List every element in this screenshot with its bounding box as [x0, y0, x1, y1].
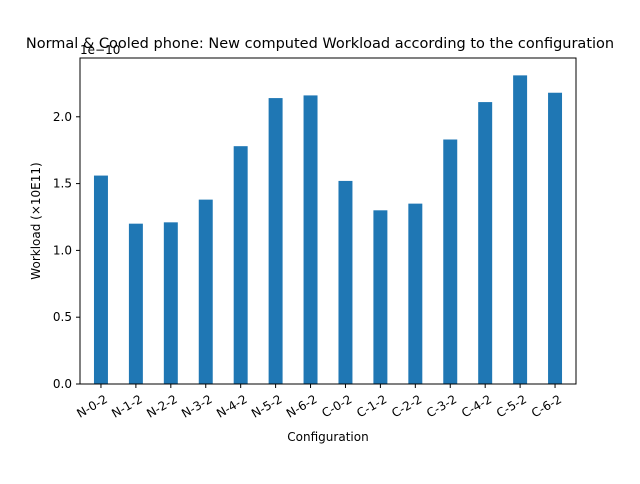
y-ticks-group: 0.0 0.5 1.0 1.5 2.0: [53, 110, 80, 391]
axes-frame: [79, 57, 577, 385]
bar-C-1-2: [373, 210, 388, 384]
y-tick-label: 0.5: [53, 310, 72, 324]
x-tick-label: C-4-2: [459, 392, 494, 420]
bar-N-2-2: [163, 222, 178, 384]
x-ticks-group: N-0-2 N-1-2 N-2-2 N-3-2 N-4-2 N-5-2 N-6-2 C-0-2…: [74, 384, 564, 421]
x-axis-label: Configuration: [287, 430, 368, 444]
x-tick-label: N-2-2: [144, 392, 179, 421]
x-tick-label: C-3-2: [424, 392, 459, 420]
x-tick-label: N-0-2: [74, 392, 109, 421]
bar-C-0-2: [338, 180, 353, 384]
x-tick-label: N-5-2: [249, 392, 284, 421]
x-tick-label: N-1-2: [109, 392, 144, 421]
y-tick-label: 1.5: [53, 177, 72, 191]
bar-N-6-2: [303, 95, 318, 384]
bar-C-4-2: [478, 102, 493, 385]
x-tick-label: C-1-2: [354, 392, 389, 420]
x-tick-label: N-4-2: [214, 392, 249, 421]
bars-group: [93, 75, 563, 385]
bar-C-3-2: [443, 139, 458, 384]
bar-N-5-2: [268, 98, 283, 384]
bar-N-3-2: [198, 199, 213, 384]
y-tick-label: 0.0: [53, 377, 72, 391]
bar-C-2-2: [408, 203, 423, 384]
y-tick-label: 1.0: [53, 243, 72, 257]
y-axis-label: Workload (×10E11): [29, 162, 43, 279]
x-tick-label: N-3-2: [179, 392, 214, 421]
bar-N-1-2: [128, 223, 143, 384]
x-tick-label: C-6-2: [529, 392, 564, 420]
x-tick-label: N-6-2: [284, 392, 319, 421]
y-tick-label: 2.0: [53, 110, 72, 124]
chart-title: Normal & Cooled phone: New computed Work…: [26, 36, 614, 52]
bar-C-5-2: [513, 75, 528, 385]
y-axis-offset-text: 1e−10: [80, 43, 120, 57]
bar-N-4-2: [233, 146, 248, 384]
x-tick-label: C-2-2: [389, 392, 424, 420]
x-tick-label: C-5-2: [494, 392, 529, 420]
x-tick-label: C-0-2: [319, 392, 354, 420]
bar-C-6-2: [548, 92, 563, 384]
bar-N-0-2: [93, 175, 108, 384]
